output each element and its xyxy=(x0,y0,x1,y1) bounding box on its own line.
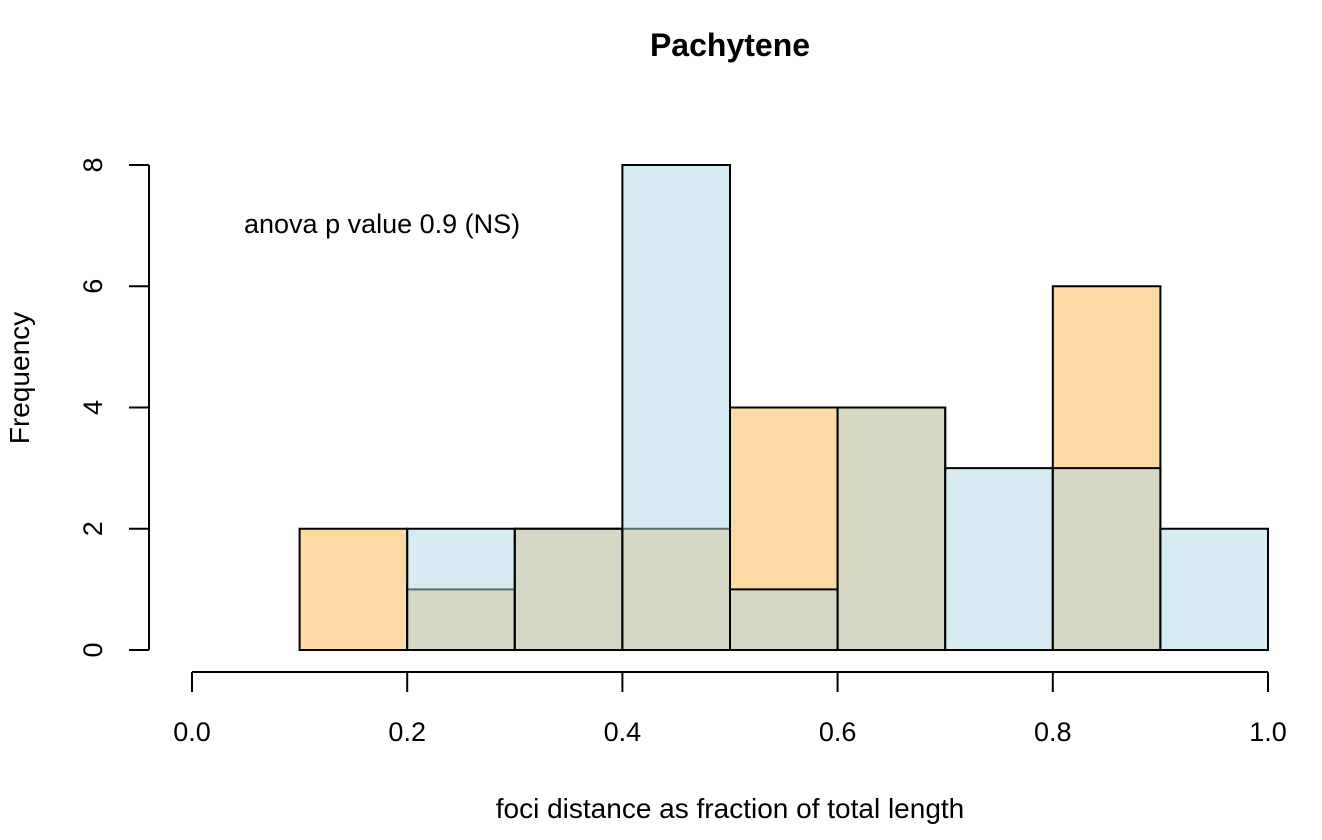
x-tick-label: 0.0 xyxy=(173,717,211,747)
histogram-bar-series-2 xyxy=(729,588,839,651)
histogram-bar-series-2 xyxy=(1159,527,1270,651)
histogram-bar-series-2 xyxy=(944,467,1054,651)
x-tick-label: 0.8 xyxy=(1034,717,1072,747)
histogram-bar-series-2 xyxy=(836,406,947,651)
y-tick-label: 8 xyxy=(78,157,108,172)
histogram-bar-series-2 xyxy=(621,164,732,651)
histogram-bar-series-2 xyxy=(1051,467,1162,651)
chart-title: Pachytene xyxy=(650,27,810,63)
y-tick-label: 6 xyxy=(78,279,108,294)
x-axis-label: foci distance as fraction of total lengt… xyxy=(496,793,965,824)
bars-group xyxy=(298,164,1270,651)
y-tick-label: 4 xyxy=(78,400,108,415)
anova-annotation: anova p value 0.9 (NS) xyxy=(244,209,520,239)
x-tick-label: 0.2 xyxy=(388,717,426,747)
x-tick-label: 1.0 xyxy=(1249,717,1287,747)
histogram-bar-series-2 xyxy=(513,527,624,651)
x-axis: 0.0 0.2 0.4 0.6 0.8 1.0 xyxy=(173,671,1287,747)
y-tick-label: 2 xyxy=(78,521,108,536)
x-tick-label: 0.6 xyxy=(819,717,857,747)
histogram-bar-series-2 xyxy=(406,527,516,651)
histogram-bar-series-1 xyxy=(298,527,409,651)
y-axis: 0 2 4 6 8 xyxy=(78,157,150,658)
y-tick-label: 0 xyxy=(78,642,108,657)
y-axis-label: Frequency xyxy=(4,312,35,444)
x-tick-label: 0.4 xyxy=(604,717,642,747)
